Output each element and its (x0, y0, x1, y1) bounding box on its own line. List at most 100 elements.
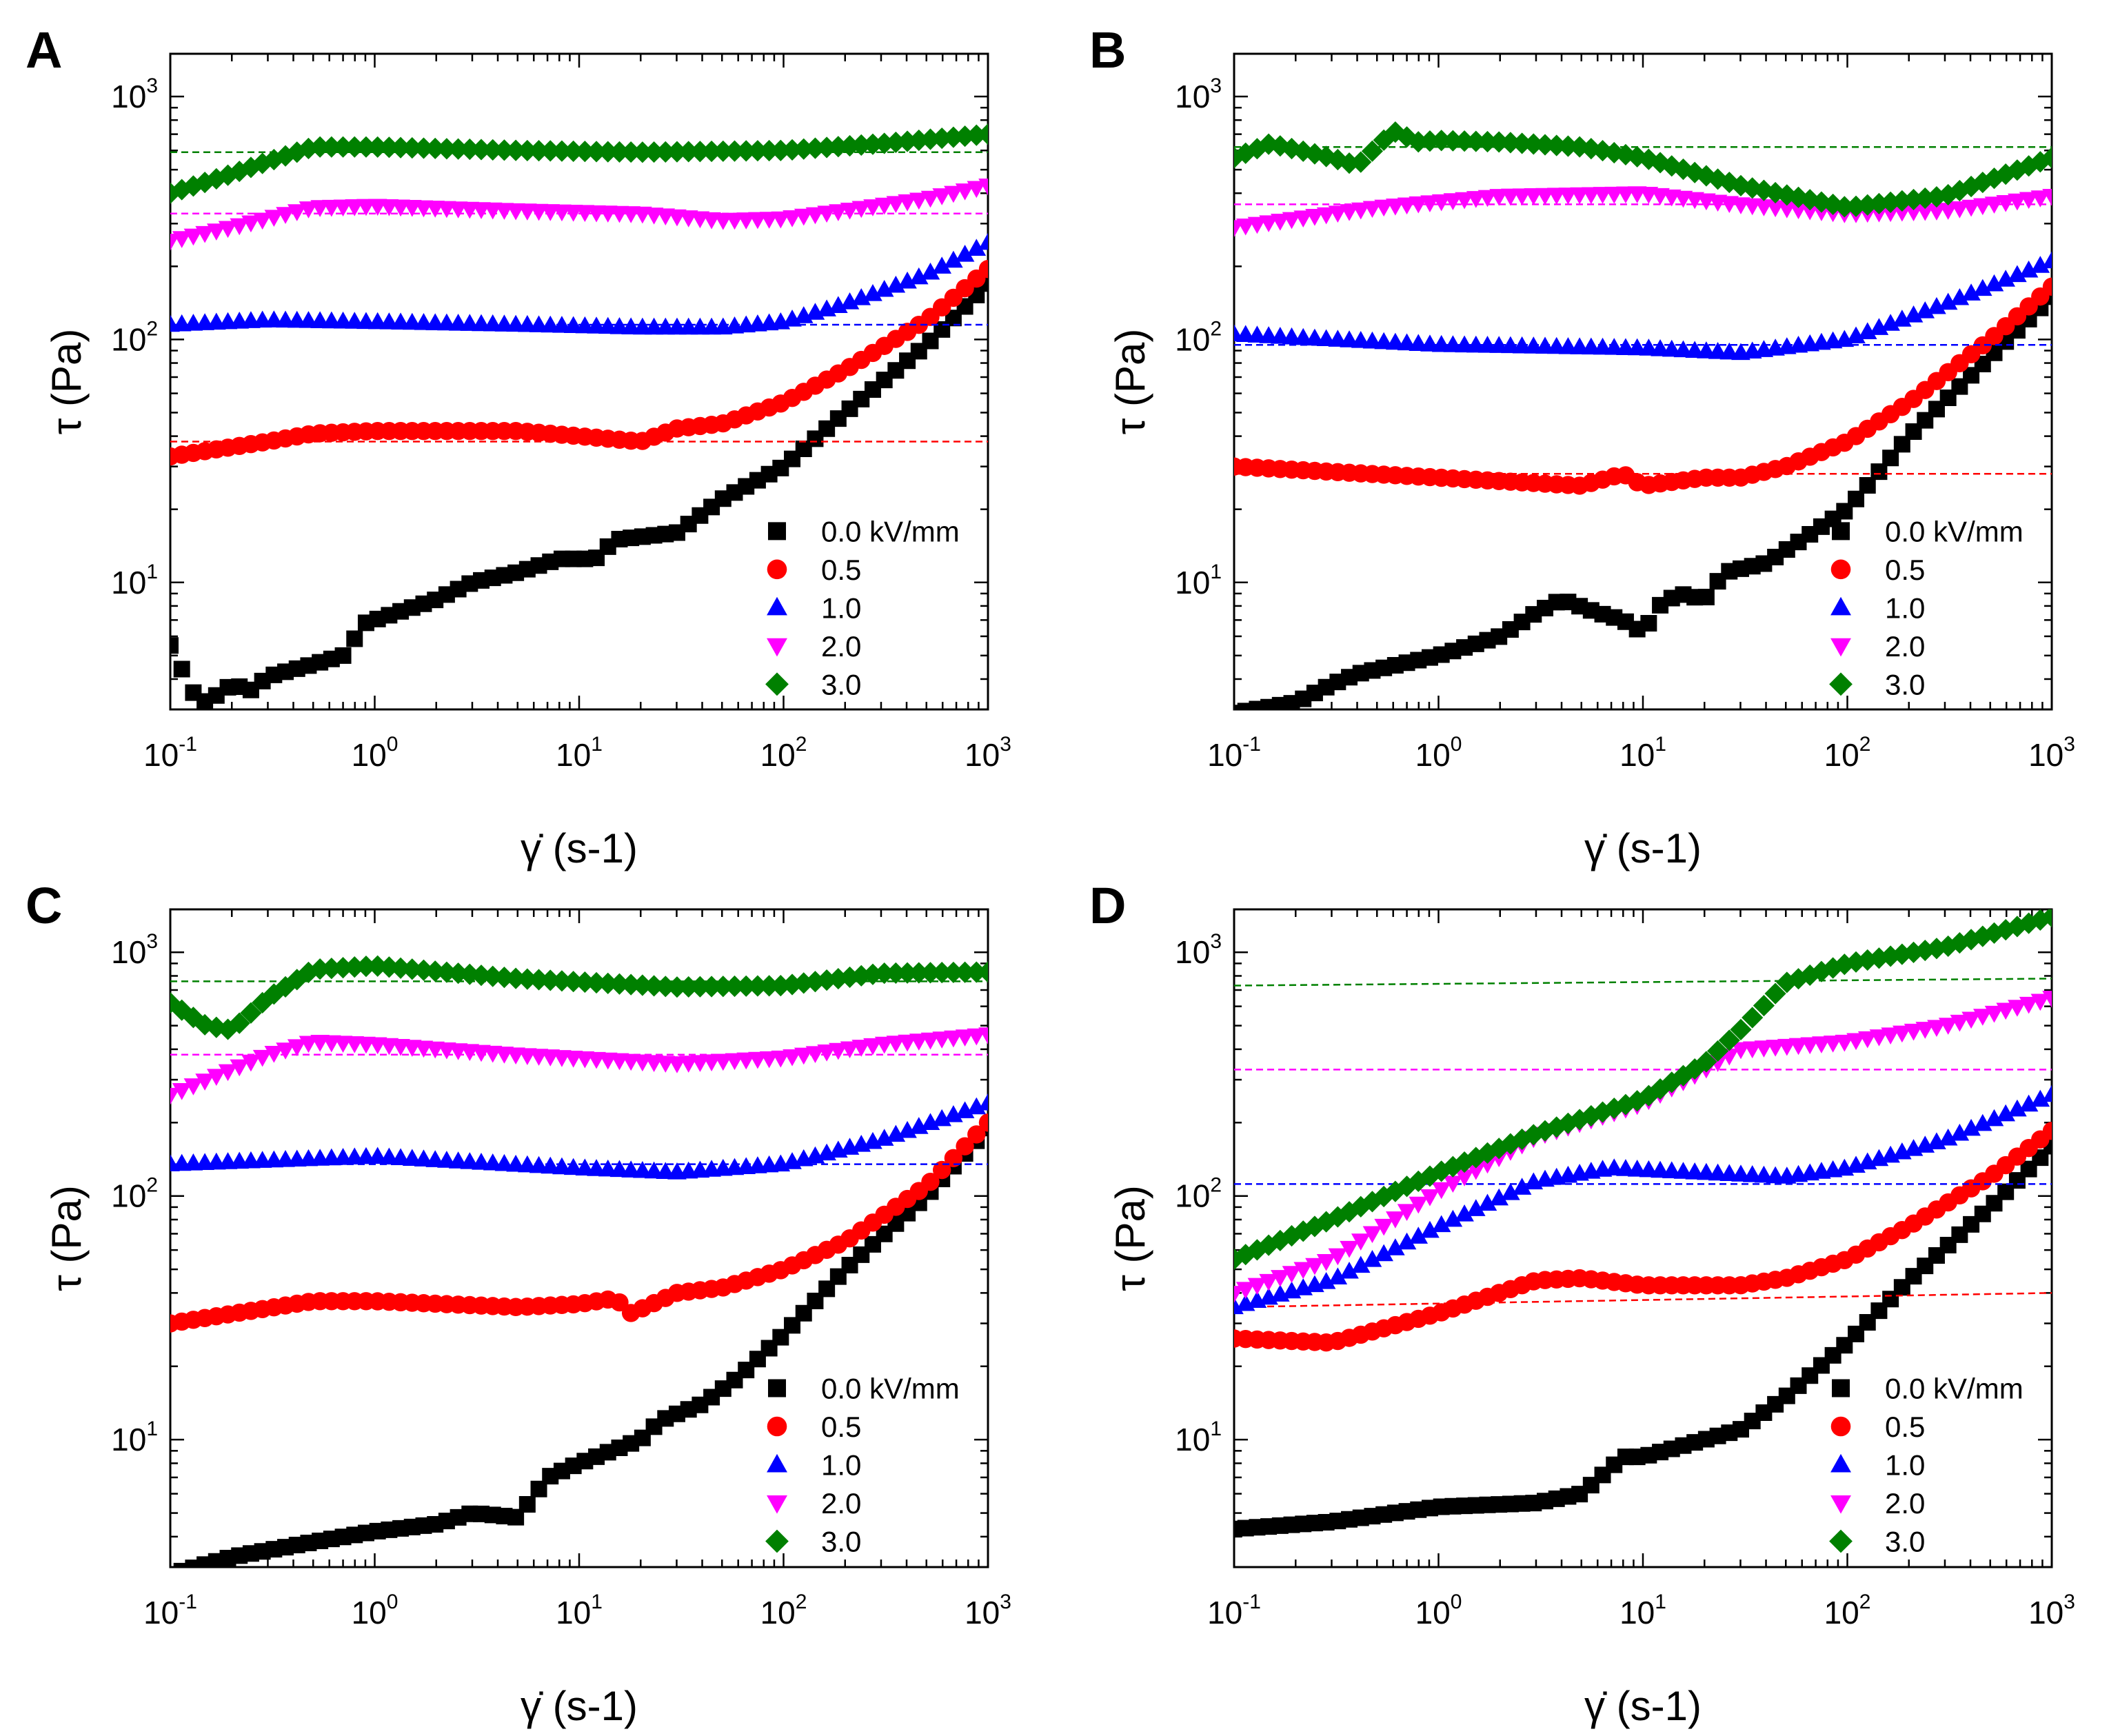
x-tick-label: 10-1 (1207, 733, 1261, 773)
panel-D: D 10-1 100 101 102 103 101 102 103 γ̇ (s-1) τ (Pa)… (1089, 877, 2075, 1729)
data-point (817, 1044, 836, 1062)
panel-B: B 10-1 100 101 102 103 101 102 103 γ̇ (s-1) τ (Pa)… (1089, 21, 2075, 871)
data-point (1374, 1218, 1393, 1236)
data-point (1848, 490, 1865, 507)
data-point (171, 179, 193, 201)
data-point (953, 125, 976, 148)
data-point (1684, 161, 1706, 183)
data-point (252, 991, 274, 1013)
data-point (608, 973, 631, 995)
data-point (908, 962, 930, 984)
data-point (230, 218, 250, 236)
legend-label: 0.5 (821, 1411, 861, 1443)
data-point (1293, 210, 1313, 228)
legend-marker (765, 1529, 789, 1553)
data-point (252, 1049, 272, 1067)
data-point (436, 138, 458, 160)
x-tick-label: 102 (1824, 1591, 1871, 1631)
legend-marker (1830, 559, 1851, 580)
data-point (424, 137, 446, 159)
y-tick-label: 102 (111, 1174, 158, 1214)
data-point (1857, 1031, 1877, 1049)
series-3-0 (170, 955, 988, 1040)
data-point (944, 1030, 963, 1048)
data-point (207, 223, 226, 241)
data-point (909, 267, 929, 285)
data-point (378, 956, 400, 978)
legend-marker (1832, 1379, 1850, 1397)
legend-marker (1829, 1529, 1853, 1553)
data-point (1234, 220, 1244, 237)
data-point (944, 250, 963, 268)
data-point (1340, 1261, 1359, 1279)
data-point (1338, 152, 1360, 174)
legend-marker (767, 596, 787, 616)
data-point (1996, 194, 2015, 212)
data-point (967, 239, 987, 256)
data-area (170, 955, 988, 1567)
y-tick-label: 103 (1175, 930, 1222, 970)
data-point (527, 140, 550, 162)
data-point (228, 1012, 250, 1034)
data-point (172, 231, 192, 248)
data-point (805, 207, 825, 225)
series-2-0 (170, 178, 988, 251)
data-point (1950, 287, 1970, 305)
data-point (1271, 213, 1290, 231)
data-point (851, 201, 871, 219)
data-point (955, 1029, 975, 1047)
data-point (1397, 197, 1417, 215)
data-point (1374, 1244, 1393, 1262)
data-point (920, 262, 940, 280)
data-point (527, 969, 550, 991)
data-point (1902, 188, 1925, 211)
data-point (608, 141, 631, 163)
x-axis-label: γ̇ (s-1) (1584, 825, 1702, 871)
data-point (956, 1137, 974, 1155)
data-point (195, 225, 214, 243)
data-point (747, 975, 769, 997)
data-point (1983, 922, 2006, 944)
data-point (1972, 1113, 1992, 1131)
data-point (1511, 132, 1533, 154)
data-point (1259, 1273, 1278, 1291)
data-point (173, 660, 190, 678)
data-point (1950, 1123, 1970, 1141)
data-point (470, 139, 492, 161)
data-point (507, 1508, 525, 1526)
data-point (1350, 151, 1372, 173)
data-point (794, 1047, 814, 1065)
data-point (2008, 265, 2027, 283)
legend-label: 1.0 (1885, 592, 1925, 624)
data-point (967, 1125, 986, 1144)
data-point (965, 961, 987, 983)
data-point (1397, 1232, 1417, 1250)
data-point (321, 136, 343, 158)
data-point (1754, 1040, 1774, 1058)
legend-label: 0.0 kV/mm (1885, 515, 2024, 547)
data-point (1293, 1262, 1313, 1280)
data-point (1984, 274, 2004, 292)
data-point (632, 974, 654, 996)
data-point (183, 228, 203, 246)
data-point (885, 131, 907, 154)
series-0-5 (1234, 1122, 2052, 1352)
legend-label: 0.0 kV/mm (821, 1373, 960, 1405)
data-area (1234, 121, 2052, 709)
data-point (1328, 205, 1348, 223)
data-point (2030, 1089, 2050, 1107)
data-point (2042, 1084, 2052, 1102)
data-point (1305, 209, 1324, 226)
legend-label: 2.0 (821, 630, 861, 663)
series-3-0 (170, 123, 988, 204)
data-point (1984, 196, 2004, 214)
series-0-0-kV-mm (1234, 1138, 2052, 1537)
data-point (170, 1154, 180, 1171)
y-axis-label: τ (Pa) (43, 329, 90, 435)
data-point (1351, 202, 1371, 220)
data-point (332, 136, 354, 158)
data-point (1397, 1204, 1417, 1222)
series-0-0-kV-mm (170, 1120, 988, 1567)
x-tick-label: 100 (352, 1591, 398, 1631)
data-point (2008, 193, 2027, 211)
